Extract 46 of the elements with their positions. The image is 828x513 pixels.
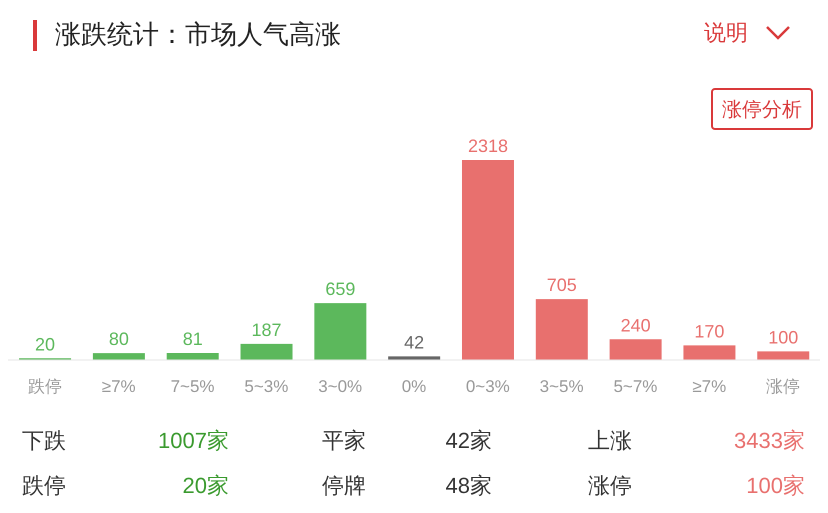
x-tick-label: ≥7% bbox=[102, 377, 136, 396]
data-label: 170 bbox=[694, 321, 724, 342]
bar bbox=[92, 353, 145, 360]
x-tick-label: 5~3% bbox=[244, 377, 288, 396]
text: 上涨 bbox=[588, 427, 632, 455]
bar bbox=[610, 339, 662, 360]
x-tick-label: 0~3% bbox=[466, 377, 510, 396]
text: 涨停分析 bbox=[711, 88, 813, 130]
data-label: 100 bbox=[768, 327, 798, 348]
data-label: 81 bbox=[182, 329, 203, 350]
bar bbox=[757, 351, 810, 360]
x-tick-label: 3~5% bbox=[540, 377, 584, 396]
data-label: 659 bbox=[325, 279, 356, 300]
bar bbox=[536, 299, 588, 360]
text: 涨停 bbox=[588, 472, 632, 500]
chart-title: 涨跌统计：市场人气高涨 bbox=[55, 18, 341, 51]
bar bbox=[314, 303, 366, 360]
x-tick-label: 3~0% bbox=[318, 377, 362, 396]
x-tick-label: 5~7% bbox=[613, 377, 658, 396]
x-tick-label: ≥7% bbox=[692, 377, 726, 396]
x-tick-label: 7~5% bbox=[170, 377, 215, 396]
data-label: 240 bbox=[620, 315, 651, 336]
text: 平家 bbox=[322, 427, 366, 455]
text: 1007家 bbox=[158, 427, 229, 455]
bar bbox=[462, 160, 514, 360]
x-tick-label: 跌停 bbox=[28, 377, 62, 396]
text: 3433家 bbox=[734, 427, 805, 455]
text: 下跌 bbox=[22, 427, 66, 455]
data-label: 705 bbox=[546, 275, 577, 296]
text: 停牌 bbox=[322, 472, 366, 500]
bar bbox=[166, 353, 219, 360]
data-label: 42 bbox=[404, 332, 424, 352]
text: 跌停 bbox=[22, 472, 66, 500]
x-tick-label: 涨停 bbox=[766, 377, 800, 396]
text: 48家 bbox=[446, 472, 492, 500]
bar bbox=[240, 344, 293, 360]
data-label: 187 bbox=[252, 320, 282, 340]
text: 20家 bbox=[182, 472, 229, 500]
text: 说明 bbox=[704, 19, 748, 47]
x-tick-label: 0% bbox=[402, 377, 426, 396]
data-label: 2318 bbox=[468, 136, 508, 156]
text: 42家 bbox=[446, 427, 492, 455]
text: 100家 bbox=[746, 472, 805, 500]
bar bbox=[683, 345, 736, 360]
data-label: 80 bbox=[108, 329, 129, 350]
data-label: 20 bbox=[35, 334, 56, 354]
